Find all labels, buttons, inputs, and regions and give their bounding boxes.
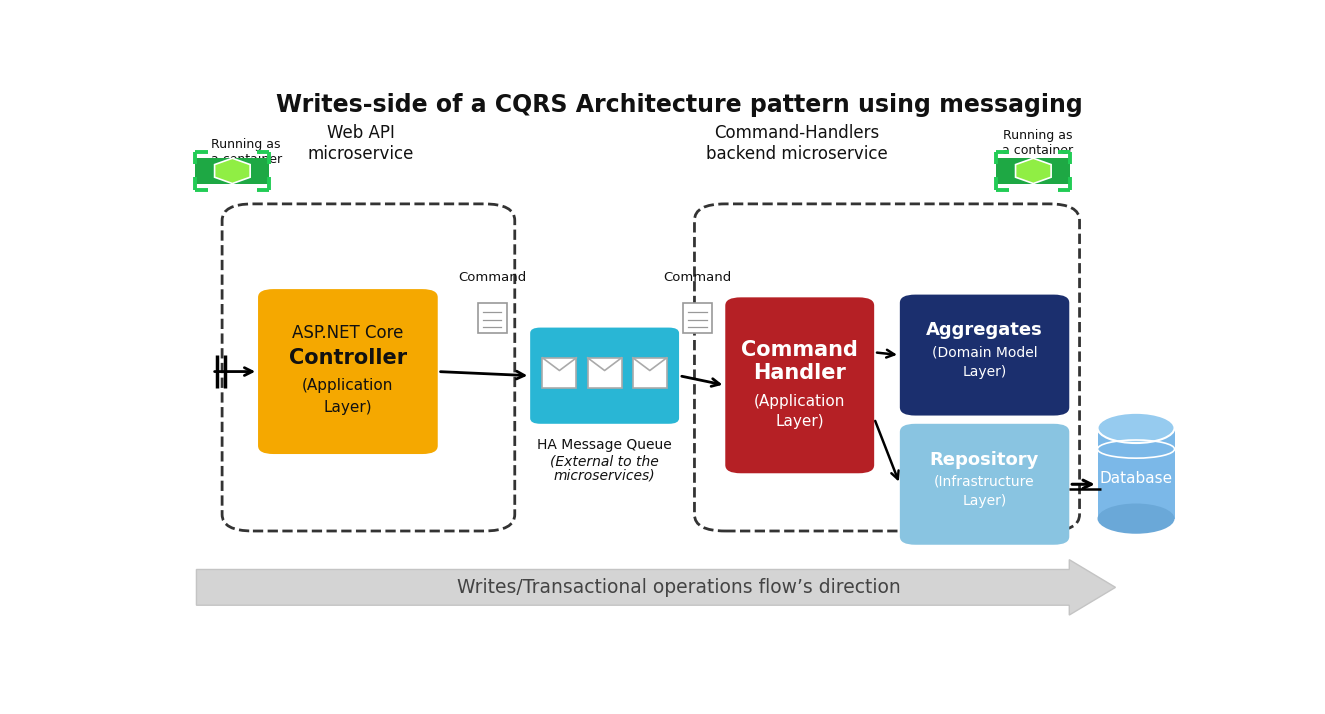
FancyBboxPatch shape xyxy=(542,358,576,388)
Text: Running as
a container: Running as a container xyxy=(211,138,282,166)
Text: Aggregates: Aggregates xyxy=(926,321,1043,339)
FancyBboxPatch shape xyxy=(195,158,269,184)
Text: Layer): Layer) xyxy=(775,413,824,428)
FancyBboxPatch shape xyxy=(478,303,506,333)
FancyArrow shape xyxy=(196,560,1116,615)
Text: Layer): Layer) xyxy=(962,365,1007,378)
Text: Controller: Controller xyxy=(289,348,407,368)
Text: (Application: (Application xyxy=(302,378,394,393)
FancyBboxPatch shape xyxy=(996,158,1071,184)
Text: Command-Handlers
backend microservice: Command-Handlers backend microservice xyxy=(706,124,888,163)
FancyBboxPatch shape xyxy=(1097,428,1174,518)
FancyBboxPatch shape xyxy=(725,297,875,473)
Text: (Infrastructure: (Infrastructure xyxy=(934,475,1035,488)
Polygon shape xyxy=(215,159,250,183)
Text: (Domain Model: (Domain Model xyxy=(931,346,1037,359)
Ellipse shape xyxy=(1097,413,1174,443)
Polygon shape xyxy=(1015,159,1051,183)
Text: Command: Command xyxy=(741,340,859,360)
FancyBboxPatch shape xyxy=(900,295,1069,416)
Text: Database: Database xyxy=(1100,471,1173,486)
FancyBboxPatch shape xyxy=(530,328,678,424)
Text: Layer): Layer) xyxy=(323,400,372,415)
Ellipse shape xyxy=(1097,503,1174,534)
Text: Web API
microservice: Web API microservice xyxy=(307,124,413,163)
FancyBboxPatch shape xyxy=(588,358,621,388)
Text: Writes/Transactional operations flow’s direction: Writes/Transactional operations flow’s d… xyxy=(457,578,901,597)
FancyBboxPatch shape xyxy=(900,424,1069,545)
Text: Repository: Repository xyxy=(930,451,1039,468)
Text: Command: Command xyxy=(458,271,526,283)
Text: Layer): Layer) xyxy=(962,494,1007,508)
FancyBboxPatch shape xyxy=(258,289,437,454)
Text: Writes-side of a CQRS Architecture pattern using messaging: Writes-side of a CQRS Architecture patte… xyxy=(276,93,1083,117)
Text: HA Message Queue: HA Message Queue xyxy=(537,438,672,451)
Text: Command: Command xyxy=(664,271,731,283)
Text: (Application: (Application xyxy=(754,394,845,409)
Text: Running as
a container: Running as a container xyxy=(1002,129,1073,157)
Text: ASP.NET Core: ASP.NET Core xyxy=(293,324,404,342)
FancyBboxPatch shape xyxy=(633,358,666,388)
Text: microservices): microservices) xyxy=(554,469,656,483)
Text: Handler: Handler xyxy=(754,363,847,383)
FancyBboxPatch shape xyxy=(684,303,712,333)
Text: (External to the: (External to the xyxy=(550,454,659,468)
